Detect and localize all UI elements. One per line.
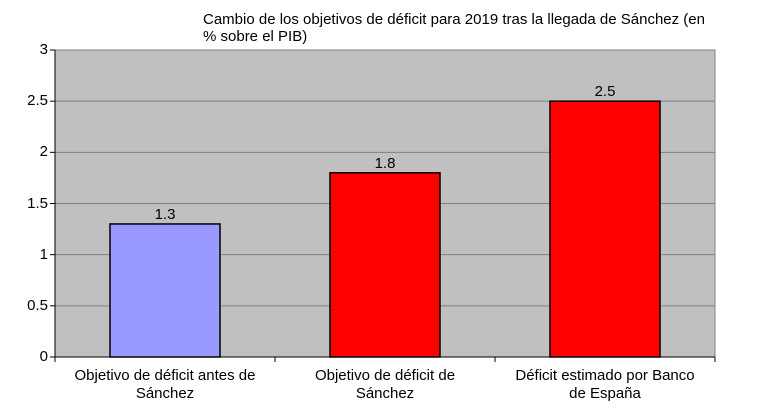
y-tick-label-2: 1 [39,245,48,263]
x-tick-label-1-line-1: Objetivo de déficit antes de [74,367,256,384]
bar-1 [109,223,221,358]
y-tick-label-0: 0 [39,348,48,365]
x-tick-label-3-line-1: Déficit estimado por Banco [515,367,695,384]
data-label-1: 1.3 [154,205,176,223]
x-tick-label-1: Objetivo de déficit antes de Sánchez [55,367,275,403]
chart-title-line-2: % sobre el PIB) [203,28,308,45]
bar-3 [549,100,661,358]
y-tick-label-5: 2.5 [27,92,48,110]
x-tick-label-3-line-2: de España [569,385,641,402]
y-tick-label-1: 0.5 [27,296,48,314]
x-tick-label-2: Objetivo de déficit de Sánchez [275,367,495,403]
data-label-3: 2.5 [594,83,616,101]
data-label-2: 1.8 [374,154,396,172]
y-tick-label-3: 1.5 [27,194,48,212]
x-tick-label-2-line-1: Objetivo de déficit de [314,367,456,384]
x-tick-label-3: Déficit estimado por Banco de España [495,367,715,403]
chart-title-line-1: Cambio de los objetivos de déficit para … [203,11,705,28]
x-tick-label-2-line-2: Sánchez [355,385,415,402]
y-tick-label-4: 2 [39,143,48,161]
x-tick-label-1-line-2: Sánchez [135,385,195,402]
y-tick-label-6: 3 [39,41,48,58]
bar-2 [329,172,441,358]
